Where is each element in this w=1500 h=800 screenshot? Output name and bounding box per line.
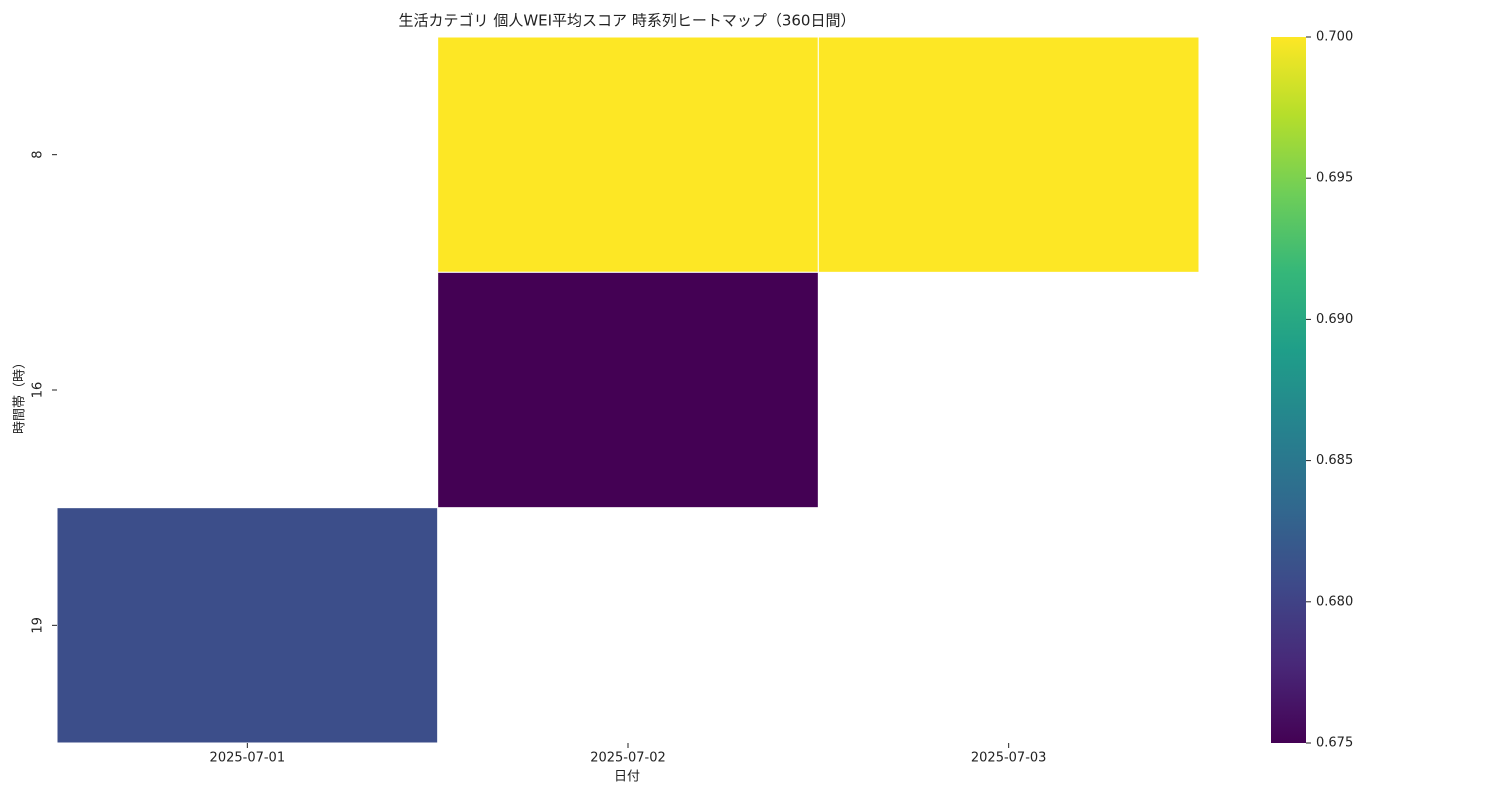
x-tick-label: 2025-07-03 [971,751,1047,766]
colorbar [1271,37,1306,743]
heatmap-cell [437,271,819,509]
x-tick-label: 2025-07-01 [210,751,286,766]
colorbar-tick-label: 0.680 [1316,594,1353,609]
colorbar-tick-label: 0.695 [1316,171,1353,186]
y-tick-label: 16 [31,382,46,399]
y-tick-label: 19 [31,617,46,634]
heatmap-cell [437,36,819,273]
heatmap-cell [817,36,1200,273]
colorbar-tick-label: 0.685 [1316,453,1353,468]
y-axis-label: 時間帯（時） [13,356,28,434]
chart-title: 生活カテゴリ 個人WEI平均スコア 時系列ヒートマップ（360日間） [399,12,856,30]
colorbar-tick-label: 0.690 [1316,312,1353,327]
heatmap-cell [56,507,439,744]
colorbar-tick-label: 0.675 [1316,736,1353,751]
x-tick-label: 2025-07-02 [590,751,666,766]
x-axis-label: 日付 [614,770,640,785]
y-tick-label: 8 [31,151,46,159]
colorbar-tick-label: 0.700 [1316,30,1353,45]
